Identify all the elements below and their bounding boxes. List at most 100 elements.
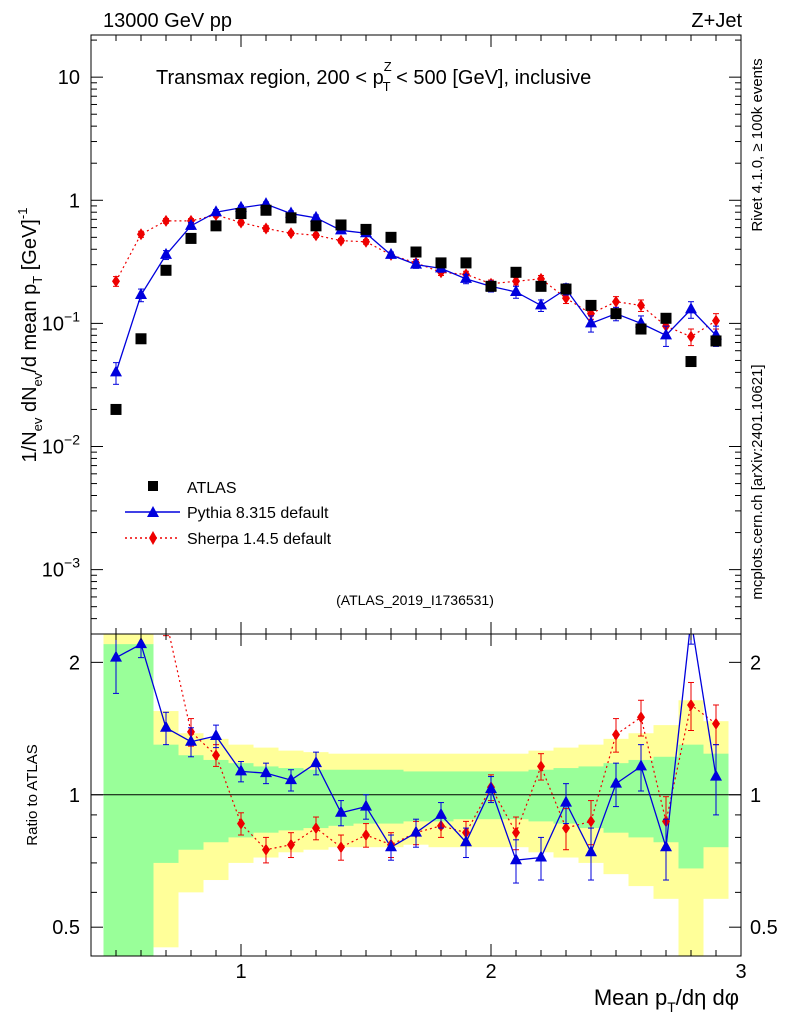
energy-label: 13000 GeV pp	[103, 10, 232, 32]
pythia-ratio-point	[685, 613, 697, 624]
legend-label-pythia: Pythia 8.315 default	[187, 505, 329, 522]
pythia-ratio-point	[135, 637, 147, 649]
sherpa-ratio-point	[212, 749, 220, 762]
pythia-point	[210, 205, 222, 217]
main-y-tick-label: 10−1	[42, 308, 80, 335]
pythia-point	[510, 284, 522, 296]
pythia-point	[310, 210, 322, 222]
sherpa-ratio-point	[312, 822, 320, 835]
atlas-point	[410, 246, 422, 258]
ratio-y-tick-label: 2	[69, 652, 80, 674]
sherpa-point	[637, 299, 645, 312]
pythia-ratio-point	[385, 840, 397, 852]
ratio-y-tick-label: 1	[69, 785, 80, 807]
sherpa-ratio-point	[562, 822, 570, 835]
legend-marker-sherpa	[149, 531, 157, 545]
main-y-tick-label: 10−3	[42, 555, 80, 582]
sherpa-point	[237, 216, 245, 229]
sherpa-point	[112, 275, 120, 288]
legend-label-atlas: ATLAS	[187, 480, 237, 497]
sherpa-ratio-point	[612, 728, 620, 741]
sherpa-ratio-point	[112, 331, 120, 343]
ratio-y-tick-label: 0.5	[52, 917, 80, 939]
main-y-tick-label: 1	[69, 190, 80, 212]
pythia-ratio-point	[610, 776, 622, 788]
atlas-point	[385, 231, 397, 243]
atlas-point	[360, 223, 372, 235]
atlas-point	[585, 299, 597, 311]
main-y-axis-label: 1/Nev dNev/d mean pT [GeV]-1	[15, 208, 45, 463]
atlas-point	[610, 308, 622, 320]
pythia-ratio-point	[535, 850, 547, 862]
sherpa-ratio-point	[137, 417, 145, 429]
pythia-ratio-point	[560, 795, 572, 807]
ratio-green-band	[178, 755, 204, 850]
x-tick-label: 3	[735, 961, 746, 983]
atlas-point	[135, 333, 147, 345]
sherpa-ratio-point	[512, 826, 520, 839]
atlas-point	[485, 280, 497, 292]
atlas-point	[435, 257, 447, 269]
pythia-ratio-point	[185, 734, 197, 746]
pythia-point	[185, 218, 197, 230]
atlas-point	[210, 220, 222, 232]
mcplots-label: mcplots.cern.ch [arXiv:2401.10621]	[749, 364, 766, 599]
atlas-point	[685, 356, 697, 368]
sherpa-point	[312, 229, 320, 242]
main-y-tick-label: 10	[58, 67, 80, 89]
pythia-ratio-point	[360, 799, 372, 811]
pythia-ratio-point	[160, 720, 172, 732]
pythia-ratio-point	[510, 853, 522, 865]
ratio-green-band	[103, 644, 129, 956]
sherpa-point	[687, 330, 695, 343]
pythia-ratio-point	[310, 756, 322, 768]
atlas-point	[710, 335, 722, 347]
plot-title: Transmax region, 200 < pZ T < 500 [GeV], …	[156, 59, 591, 94]
legend: ATLAS Pythia 8.315 default Sherpa 1.4.5 …	[125, 480, 332, 548]
atlas-point	[235, 208, 247, 220]
ratio-green-band	[128, 644, 154, 956]
ratio-green-band	[453, 771, 479, 820]
pythia-point	[660, 328, 672, 340]
sherpa-ratio-point	[162, 614, 170, 626]
sherpa-point	[362, 235, 370, 248]
pythia-ratio-point	[235, 764, 247, 776]
pythia-ratio-point	[710, 769, 722, 781]
sherpa-point	[137, 228, 145, 241]
atlas-point	[660, 312, 672, 324]
atlas-point	[160, 264, 172, 276]
atlas-point	[535, 280, 547, 292]
ratio-panel: 0.5 0.5 1 1 2 2 1 2 3	[52, 331, 778, 983]
main-y-tick-label: 10−2	[42, 432, 80, 459]
rivet-label: Rivet 4.1.0, ≥ 100k events	[749, 58, 766, 231]
atlas-point	[560, 283, 572, 295]
pythia-ratio-point	[585, 845, 597, 857]
atlas-point	[285, 212, 297, 224]
pythia-ratio-point	[110, 650, 122, 662]
ratio-green-band	[678, 744, 704, 869]
pythia-ratio-point	[410, 825, 422, 837]
atlas-point	[635, 323, 647, 335]
x-axis-label: Mean pT/dη dφ	[594, 985, 739, 1015]
analysis-watermark: (ATLAS_2019_I1736531)	[336, 592, 494, 608]
ratio-y-axis-label: Ratio to ATLAS	[24, 744, 41, 845]
sherpa-ratio-point	[262, 843, 270, 856]
atlas-point	[335, 219, 347, 231]
pythia-ratio-point	[460, 835, 472, 847]
pythia-point	[460, 271, 472, 283]
sherpa-line	[115, 214, 717, 338]
sherpa-point	[612, 295, 620, 308]
pythia-point	[535, 298, 547, 310]
pythia-ratio-point	[260, 766, 272, 778]
pythia-point	[135, 288, 147, 300]
sherpa-ratio-point	[362, 829, 370, 842]
pythia-point	[585, 316, 597, 328]
sherpa-ratio-point	[337, 841, 345, 854]
sherpa-point	[712, 314, 720, 327]
ratio-green-band	[153, 744, 179, 863]
pythia-point	[110, 365, 122, 377]
pythia-point	[385, 247, 397, 259]
atlas-point	[510, 266, 522, 278]
atlas-point	[110, 403, 122, 415]
